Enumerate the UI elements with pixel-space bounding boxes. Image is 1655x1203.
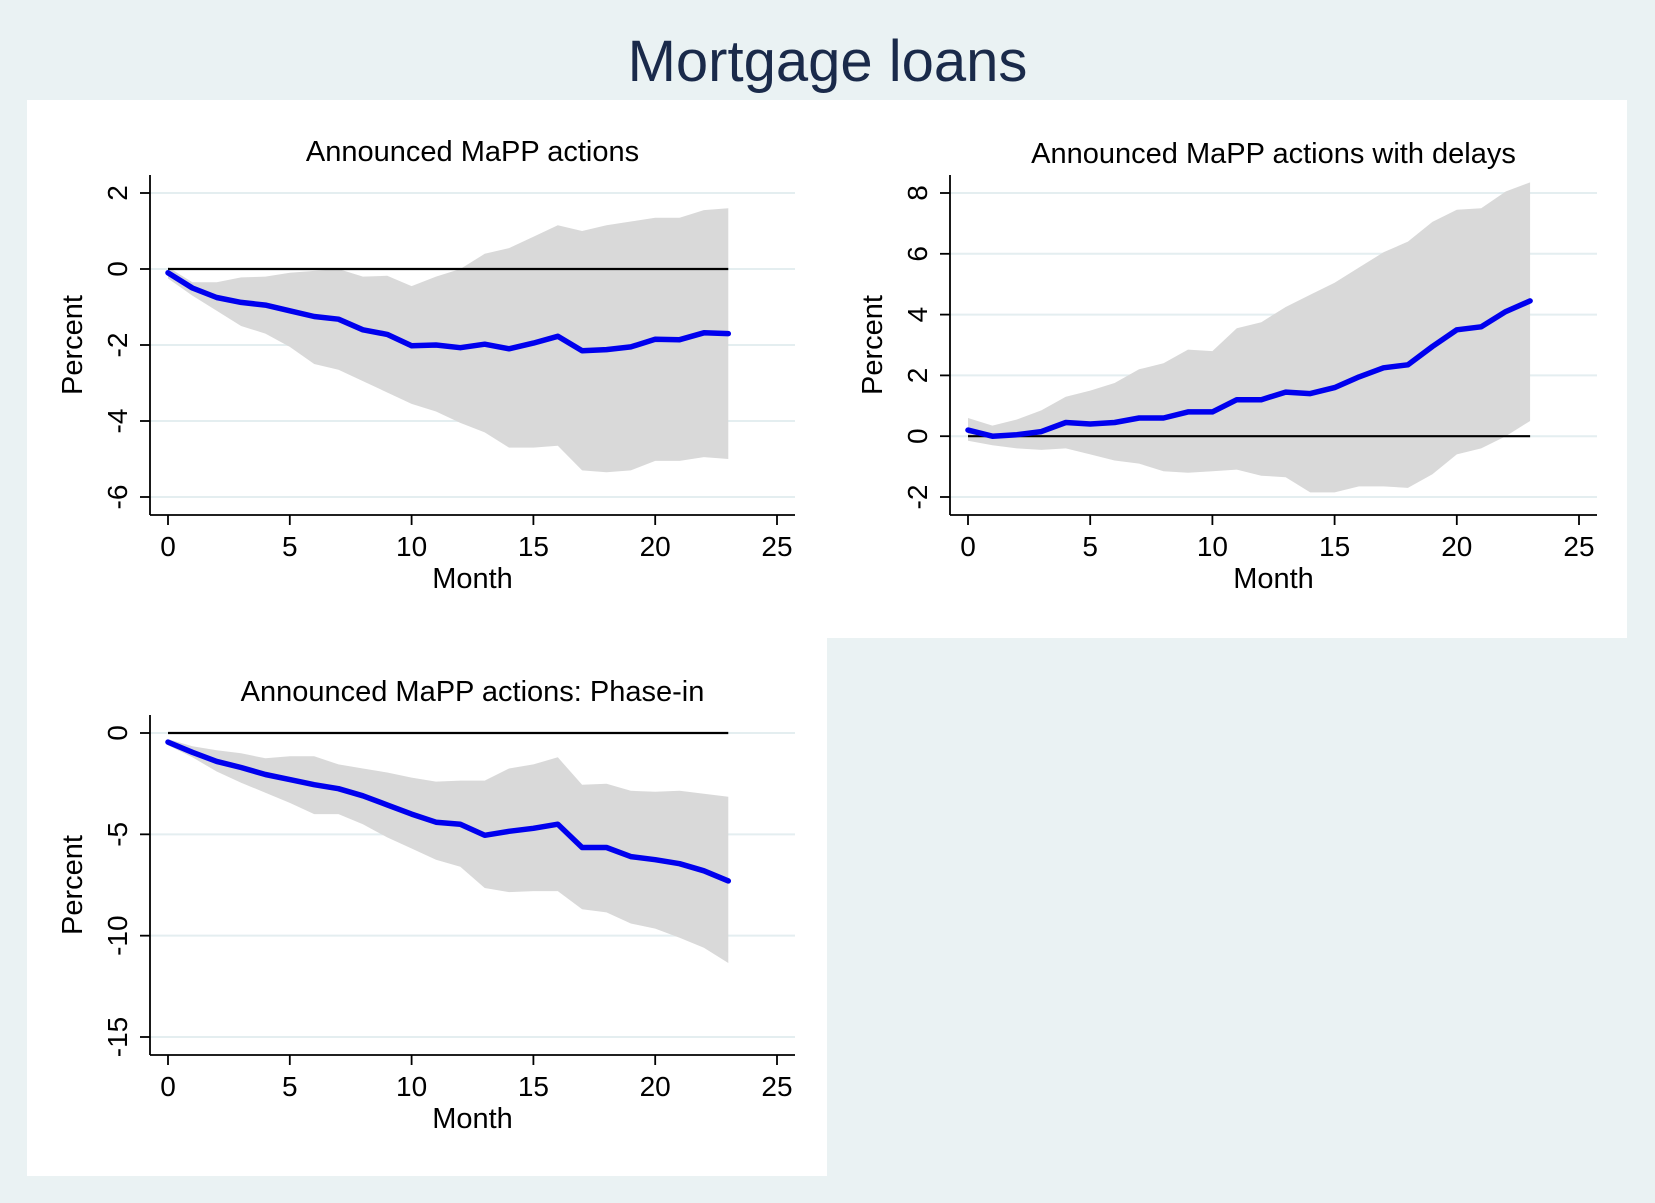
x-tick-label: 20	[640, 1071, 671, 1102]
y-tick-label: -4	[102, 409, 133, 434]
x-axis-label: Month	[432, 563, 513, 595]
x-tick-label: 25	[761, 531, 792, 562]
x-tick-label: 0	[160, 531, 176, 562]
y-tick-label: 2	[102, 185, 133, 201]
y-tick-label: -2	[102, 333, 133, 358]
y-tick-label: 0	[902, 428, 933, 444]
confidence-band	[168, 739, 729, 963]
confidence-band	[968, 182, 1531, 493]
x-tick-label: 15	[518, 1071, 549, 1102]
x-tick-label: 0	[160, 1071, 176, 1102]
y-tick-label: -6	[102, 485, 133, 510]
x-tick-label: 20	[640, 531, 671, 562]
confidence-band	[168, 208, 729, 473]
y-tick-label: 2	[902, 368, 933, 384]
panel-title: Announced MaPP actions: Phase-in	[241, 676, 705, 708]
y-tick-label: 0	[102, 261, 133, 277]
y-axis-label: Percent	[57, 835, 89, 935]
x-tick-label: 10	[1197, 531, 1228, 562]
x-tick-label: 5	[282, 1071, 298, 1102]
x-tick-label: 25	[761, 1071, 792, 1102]
x-axis-label: Month	[1233, 563, 1314, 595]
x-axis-label: Month	[432, 1103, 513, 1135]
y-tick-label: -5	[102, 822, 133, 847]
y-axis-label: Percent	[57, 295, 89, 395]
y-tick-label: -15	[102, 1017, 133, 1057]
y-tick-label: 6	[902, 246, 933, 262]
y-tick-label: -2	[902, 485, 933, 510]
series-line	[165, 270, 732, 354]
y-axis-label: Percent	[857, 295, 889, 395]
x-tick-label: 20	[1441, 531, 1472, 562]
panel-announced-mapp-delays: 0 5 10 15 20 25 -2 0 2 4 6 8 Month Percent Announced M…	[857, 138, 1597, 595]
x-tick-label: 25	[1563, 531, 1594, 562]
series-line	[965, 298, 1533, 439]
y-tick-label: -10	[102, 915, 133, 955]
x-tick-label: 15	[518, 531, 549, 562]
x-tick-label: 5	[282, 531, 298, 562]
y-tick-label: 8	[902, 185, 933, 201]
x-tick-label: 0	[960, 531, 976, 562]
x-tick-label: 5	[1082, 531, 1098, 562]
x-tick-label: 10	[396, 531, 427, 562]
panel-announced-mapp-phase-in: 0 5 10 15 20 25 -15 -10 -5 0 Month Percent Announced…	[57, 676, 795, 1135]
y-tick-label: 4	[902, 307, 933, 323]
x-tick-label: 10	[396, 1071, 427, 1102]
panel-title: Announced MaPP actions with delays	[1031, 138, 1516, 170]
x-tick-label: 15	[1319, 531, 1350, 562]
series-line	[165, 739, 732, 884]
panel-announced-mapp: 0 5 10 15 20 25 -6 -4 -2 0 2 Month Percent Announced …	[57, 136, 795, 595]
figure-title: Mortgage loans	[627, 29, 1028, 94]
panel-title: Announced MaPP actions	[306, 136, 639, 168]
y-tick-label: 0	[102, 725, 133, 741]
